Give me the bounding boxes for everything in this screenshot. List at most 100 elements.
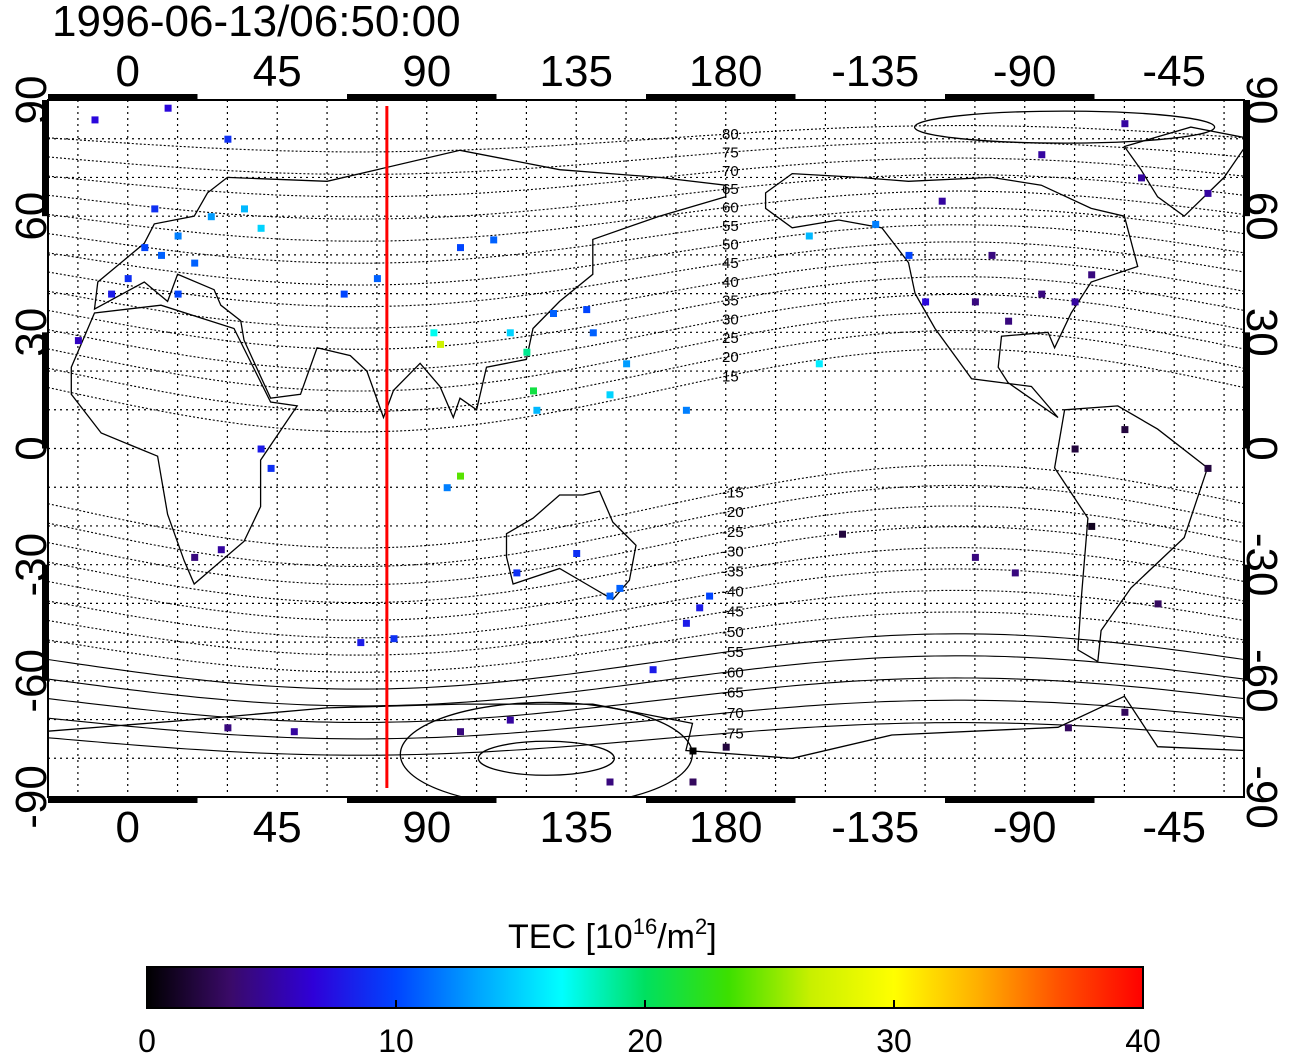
tec-data-point — [839, 530, 846, 538]
tec-data-point — [938, 197, 946, 205]
tec-data-point — [1038, 151, 1046, 159]
tec-data-point — [1071, 445, 1079, 453]
contour-label: 55 — [722, 218, 739, 235]
y-left-tick-labels: 90 60 30 0 -30 -60 -90 — [7, 76, 56, 829]
tec-data-point — [722, 743, 730, 751]
contour-label: 70 — [722, 163, 739, 180]
y-right-tick-label: 90 — [1237, 76, 1286, 125]
contour-label: 80 — [722, 126, 739, 143]
tec-data-point — [533, 406, 541, 414]
tec-data-point — [1121, 708, 1129, 716]
tec-data-point — [606, 391, 614, 399]
colorbar-label: TEC [1016/m2] — [508, 914, 717, 956]
tec-data-point — [437, 340, 444, 348]
tec-data-point — [164, 104, 172, 112]
contour-label: 65 — [722, 181, 739, 198]
tec-data-point — [141, 244, 149, 252]
tec-data-point — [805, 232, 813, 240]
tec-data-point — [257, 224, 265, 232]
tec-data-point — [443, 484, 451, 492]
tec-data-point — [872, 220, 880, 228]
x-bottom-tick-label: 180 — [689, 803, 762, 852]
tec-data-point — [290, 728, 298, 736]
y-left-tick-label: 30 — [7, 308, 56, 357]
tec-data-point — [390, 635, 398, 643]
tec-data-point — [1138, 174, 1145, 182]
y-right-tick-label: -30 — [1237, 533, 1286, 597]
x-bottom-tick-label: 45 — [253, 803, 302, 852]
colorbar-tick-label: 40 — [1125, 1023, 1161, 1057]
contour-label: 60 — [722, 200, 739, 217]
contour-label: -60 — [722, 664, 744, 681]
y-right-tick-label: -90 — [1237, 765, 1286, 829]
x-top-tick-label: 90 — [402, 47, 451, 96]
tec-data-point — [606, 592, 614, 600]
tec-data-point — [573, 550, 581, 557]
colorbar-tick-label: 0 — [138, 1023, 156, 1057]
y-right-tick-label: 0 — [1237, 436, 1286, 460]
colorbar-tick-label: 30 — [876, 1023, 912, 1057]
tec-data-point — [174, 290, 182, 298]
contour-label: -75 — [722, 725, 744, 742]
x-top-tick-label: 135 — [540, 47, 613, 96]
tec-data-point — [905, 251, 913, 259]
tec-data-point — [457, 728, 464, 736]
contour-label: -55 — [722, 644, 744, 661]
x-top-tick-label: -45 — [1142, 47, 1206, 96]
colorbar-tick-label: 10 — [378, 1023, 414, 1057]
tec-data-point — [589, 329, 597, 337]
tec-data-point — [74, 337, 82, 345]
tec-data-point — [207, 213, 215, 221]
tec-data-point — [696, 604, 704, 612]
tec-data-point — [1005, 317, 1013, 325]
tec-data-point — [224, 724, 232, 732]
y-left-tick-label: 60 — [7, 192, 56, 241]
tec-data-point — [506, 329, 514, 337]
tec-data-point — [1071, 298, 1079, 306]
tec-data-point — [971, 553, 979, 561]
tec-data-point — [373, 275, 381, 283]
y-right-tick-label: -60 — [1237, 649, 1286, 713]
tec-data-point — [689, 778, 697, 786]
tec-data-point — [1204, 189, 1212, 197]
tec-data-point — [682, 619, 690, 627]
tec-data-point — [224, 135, 232, 143]
tec-data-point — [682, 406, 690, 414]
tec-data-point — [124, 275, 132, 283]
x-bottom-tick-label: 0 — [115, 803, 139, 852]
tec-data-point — [1121, 120, 1129, 128]
contour-label: -45 — [722, 604, 744, 621]
contour-label: -70 — [722, 705, 744, 722]
tec-data-point — [815, 360, 823, 368]
tec-data-point — [616, 584, 624, 592]
y-left-tick-label: 0 — [7, 436, 56, 460]
tec-data-point — [530, 387, 537, 395]
x-top-tick-label: -90 — [993, 47, 1057, 96]
tec-data-point — [340, 290, 348, 298]
y-right-tick-label: 60 — [1237, 192, 1286, 241]
tec-data-point — [191, 259, 199, 267]
contour-label: 30 — [722, 311, 739, 328]
tec-data-point — [922, 298, 930, 306]
tec-data-points — [74, 104, 1212, 786]
tec-data-point — [1038, 290, 1046, 298]
contour-label: 15 — [722, 368, 739, 385]
tec-data-point — [357, 639, 365, 647]
tec-data-point — [1088, 522, 1096, 530]
contour-label: 40 — [722, 274, 739, 291]
tec-data-point — [649, 666, 657, 674]
x-bottom-tick-labels: 0 45 90 135 180 -135 -90 -45 — [115, 803, 1206, 852]
coastlines — [48, 126, 1244, 797]
geomagnetic-contours — [48, 110, 1244, 797]
x-top-tick-label: 45 — [253, 47, 302, 96]
lat-lon-grid — [48, 100, 1244, 797]
tec-data-point — [1011, 569, 1019, 577]
x-top-tick-label: 0 — [115, 47, 139, 96]
tec-data-point — [583, 306, 591, 314]
tec-data-point — [1154, 600, 1162, 608]
tec-data-point — [151, 205, 159, 213]
contour-label: -35 — [722, 564, 744, 581]
x-bottom-tick-label: -90 — [993, 803, 1057, 852]
tec-data-point — [108, 290, 116, 298]
x-bottom-tick-label: 135 — [540, 803, 613, 852]
